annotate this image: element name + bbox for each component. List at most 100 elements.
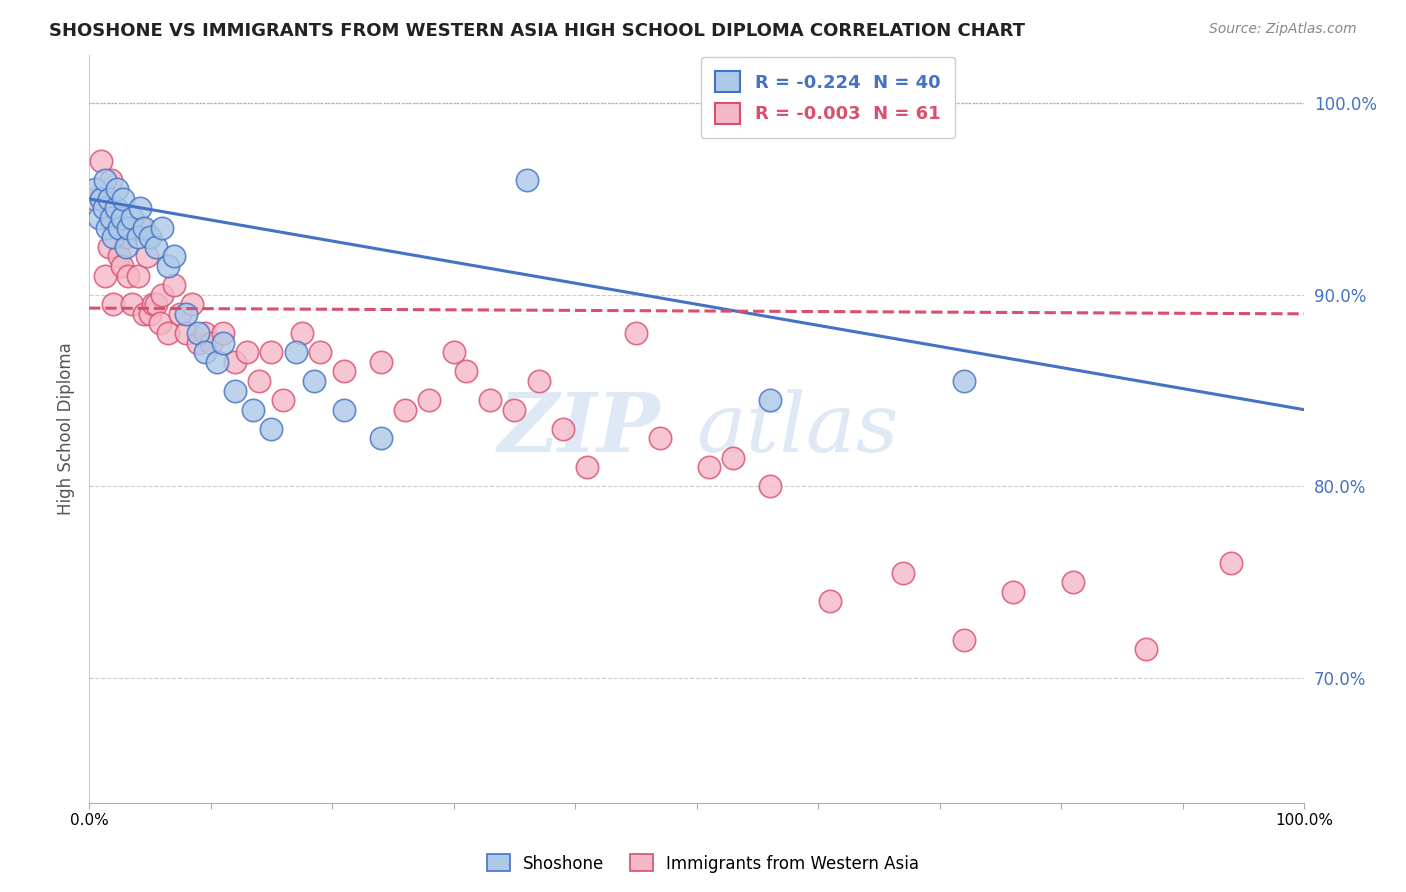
Point (90, 153, 112, 168)
Point (132, 220, 155, 235)
Point (260, 345, 283, 359)
Point (100, 172, 122, 186)
Point (205, 355, 228, 369)
Text: atlas: atlas (696, 389, 898, 469)
Point (211, 335, 233, 350)
Point (121, 211, 143, 225)
Point (97, 240, 120, 254)
Point (273, 393, 295, 408)
Point (108, 249, 131, 263)
Point (90, 192, 112, 206)
Point (650, 431, 672, 445)
Point (291, 326, 314, 340)
Point (503, 402, 526, 417)
Point (111, 211, 134, 225)
Point (157, 326, 180, 340)
Y-axis label: High School Diploma: High School Diploma (58, 343, 75, 516)
Point (94, 268, 117, 283)
Point (169, 307, 191, 321)
Point (820, 594, 842, 608)
Point (721, 450, 744, 465)
Point (139, 307, 162, 321)
Point (127, 230, 149, 244)
Point (247, 374, 270, 388)
Legend: R = -0.224  N = 40, R = -0.003  N = 61: R = -0.224 N = 40, R = -0.003 N = 61 (700, 57, 955, 138)
Point (224, 384, 246, 398)
Text: ZIP: ZIP (498, 389, 661, 469)
Point (108, 220, 131, 235)
Point (1135, 642, 1157, 657)
Point (163, 249, 186, 263)
Point (953, 632, 976, 647)
Point (193, 326, 215, 340)
Point (370, 431, 392, 445)
Point (114, 230, 136, 244)
Point (111, 259, 134, 273)
Point (1062, 575, 1084, 590)
Point (479, 393, 502, 408)
Point (1220, 556, 1243, 570)
Point (84, 192, 107, 206)
Point (117, 220, 139, 235)
Point (193, 345, 215, 359)
Point (114, 240, 136, 254)
Point (150, 220, 173, 235)
Point (515, 172, 537, 186)
Point (103, 230, 125, 244)
Point (174, 326, 197, 340)
Point (103, 297, 125, 311)
Point (145, 297, 167, 311)
Point (309, 345, 332, 359)
Point (576, 460, 599, 475)
Point (758, 393, 780, 408)
Point (84, 182, 107, 196)
Point (117, 268, 139, 283)
Point (551, 422, 574, 436)
Point (132, 307, 155, 321)
Point (302, 374, 325, 388)
Point (121, 297, 143, 311)
Point (142, 297, 165, 311)
Point (758, 479, 780, 493)
Point (104, 202, 127, 216)
Point (211, 326, 233, 340)
Point (333, 364, 356, 378)
Point (260, 422, 283, 436)
Point (187, 326, 209, 340)
Point (697, 460, 720, 475)
Point (200, 335, 222, 350)
Point (136, 249, 159, 263)
Point (145, 240, 167, 254)
Point (443, 345, 465, 359)
Point (96, 220, 118, 235)
Point (242, 402, 264, 417)
Point (97, 192, 120, 206)
Point (93, 202, 115, 216)
Point (163, 278, 186, 293)
Point (527, 374, 550, 388)
Point (394, 402, 416, 417)
Legend: Shoshone, Immigrants from Western Asia: Shoshone, Immigrants from Western Asia (479, 847, 927, 880)
Point (454, 364, 477, 378)
Point (333, 402, 356, 417)
Point (150, 287, 173, 301)
Point (124, 220, 146, 235)
Point (187, 335, 209, 350)
Point (87, 211, 110, 225)
Point (112, 192, 135, 206)
Text: Source: ZipAtlas.com: Source: ZipAtlas.com (1209, 22, 1357, 37)
Point (418, 393, 440, 408)
Point (131, 220, 153, 235)
Point (104, 211, 127, 225)
Point (370, 355, 392, 369)
Point (105, 182, 128, 196)
Text: SHOSHONE VS IMMIGRANTS FROM WESTERN ASIA HIGH SCHOOL DIPLOMA CORRELATION CHART: SHOSHONE VS IMMIGRANTS FROM WESTERN ASIA… (49, 22, 1025, 40)
Point (181, 297, 204, 311)
Point (100, 211, 122, 225)
Point (157, 259, 180, 273)
Point (139, 230, 162, 244)
Point (129, 202, 152, 216)
Point (148, 317, 170, 331)
Point (1001, 584, 1024, 599)
Point (236, 345, 259, 359)
